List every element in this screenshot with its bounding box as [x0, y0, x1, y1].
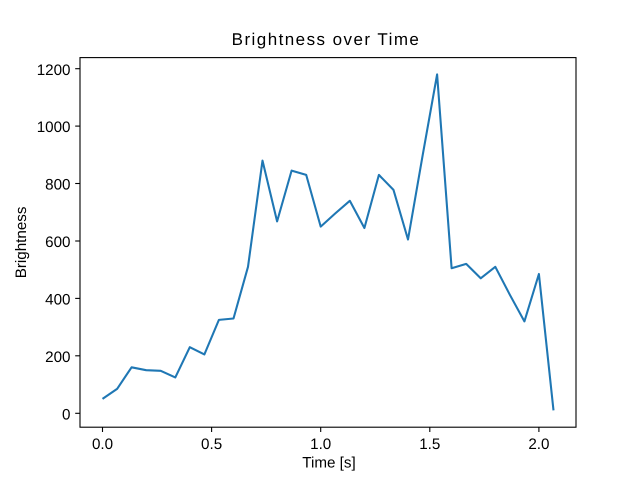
svg-text:1.5: 1.5: [419, 436, 440, 453]
svg-text:Brightness over Time: Brightness over Time: [232, 30, 421, 49]
svg-text:1000: 1000: [37, 119, 71, 136]
svg-text:Time [s]: Time [s]: [302, 455, 355, 472]
svg-text:0: 0: [62, 406, 70, 423]
svg-text:400: 400: [45, 292, 70, 309]
svg-text:200: 200: [45, 349, 70, 366]
svg-text:0.5: 0.5: [201, 436, 222, 453]
svg-text:1.0: 1.0: [310, 436, 331, 453]
svg-text:0.0: 0.0: [92, 436, 113, 453]
svg-text:1200: 1200: [37, 62, 71, 79]
svg-text:Brightness: Brightness: [13, 206, 30, 278]
svg-text:600: 600: [45, 234, 70, 251]
svg-text:800: 800: [45, 177, 70, 194]
svg-text:2.0: 2.0: [528, 436, 549, 453]
